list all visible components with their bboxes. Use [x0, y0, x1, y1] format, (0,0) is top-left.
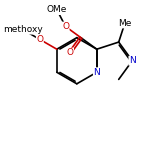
- Text: O: O: [36, 35, 43, 44]
- Text: N: N: [93, 68, 100, 77]
- Text: O: O: [62, 22, 69, 31]
- Text: Me: Me: [118, 19, 131, 28]
- Text: OMe: OMe: [47, 5, 67, 14]
- Text: N: N: [129, 56, 136, 65]
- Text: methoxy: methoxy: [3, 25, 43, 34]
- Text: O: O: [67, 48, 74, 57]
